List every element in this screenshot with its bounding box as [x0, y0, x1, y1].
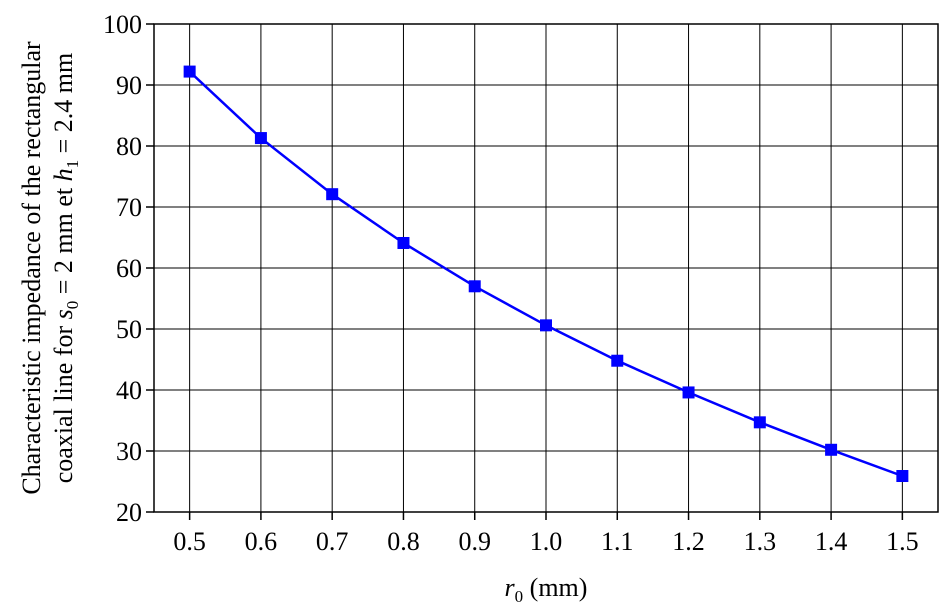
- y-tick-label-1: 30: [116, 437, 142, 466]
- y-tick-label-2: 40: [116, 376, 142, 405]
- data-point-5: [540, 319, 552, 332]
- x-tick-label-9: 1.4: [815, 527, 848, 556]
- x-tick-label-4: 0.9: [458, 527, 491, 556]
- data-point-7: [682, 386, 695, 399]
- x-axis-title: r0 (mm): [505, 573, 588, 606]
- x-tick-label-3: 0.8: [387, 527, 420, 556]
- grid-lines: [154, 23, 938, 513]
- y-tick-label-0: 20: [116, 498, 142, 527]
- x-tick-label-2: 0.7: [316, 527, 349, 556]
- data-point-8: [753, 416, 766, 429]
- x-tick-label-5: 1.0: [530, 527, 563, 556]
- x-tick-labels: 0.5 0.6 0.7 0.8 0.9 1.0 1.1 1.2 1.3 1.4 1.5: [173, 527, 918, 556]
- y-tick-label-7: 90: [116, 71, 142, 100]
- data-point-0: [183, 65, 196, 78]
- y-tick-label-6: 80: [116, 132, 142, 161]
- x-tick-label-10: 1.5: [886, 527, 919, 556]
- y-tick-labels: 20 30 40 50 60 70 80 90 100: [103, 10, 142, 527]
- tick-marks: [146, 23, 904, 520]
- y-tick-label-3: 50: [116, 315, 142, 344]
- data-point-6: [611, 354, 624, 367]
- y-axis-title-line2: coaxial line for s0 = 2 mm et h1 = 2.4 m…: [49, 53, 82, 484]
- data-point-1: [254, 132, 267, 145]
- y-tick-label-5: 70: [116, 193, 142, 222]
- data-point-2: [326, 188, 339, 201]
- x-tick-label-1: 0.6: [245, 527, 278, 556]
- y-axis-title-line1: Characteristic impedance of the rectangu…: [17, 41, 46, 495]
- x-tick-label-7: 1.2: [672, 527, 705, 556]
- x-tick-label-8: 1.3: [744, 527, 777, 556]
- series-group: [183, 65, 909, 483]
- x-tick-label-0: 0.5: [173, 527, 206, 556]
- data-point-3: [397, 236, 410, 249]
- y-tick-label-4: 60: [116, 254, 142, 283]
- data-point-9: [825, 443, 838, 456]
- x-tick-label-6: 1.1: [601, 527, 634, 556]
- data-point-10: [896, 470, 909, 483]
- y-tick-label-8: 100: [103, 10, 142, 39]
- data-point-4: [468, 280, 481, 293]
